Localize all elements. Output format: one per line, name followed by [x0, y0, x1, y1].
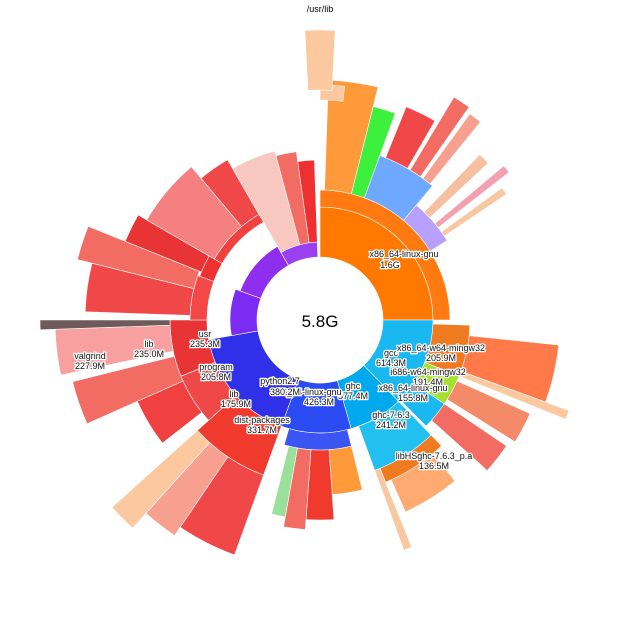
label-name-lib-outer: lib: [144, 339, 153, 349]
segment-valgrind-edge[interactable]: [39, 319, 171, 331]
label-name-program: program: [199, 362, 233, 372]
segment-ray-f[interactable]: [440, 187, 507, 237]
segment-python-outer-a[interactable]: [328, 445, 363, 495]
label-size-libhsghc: 136.5M: [419, 461, 449, 471]
center-hole: [257, 257, 383, 383]
label-name-x86-64-linux-gnu-gcc: x86_64-linux-gnu: [378, 383, 447, 393]
segment-lib-outer-ring[interactable]: [72, 355, 184, 425]
label-name-lib-inner: lib: [229, 389, 238, 399]
segment-dist-outer-c[interactable]: [111, 429, 211, 529]
label-name-x86-64-w64-mingw32: x86_64-w64-mingw32: [397, 343, 485, 353]
segment-labels: x86_64-linux-gnu 1.6G gcc 614.3M x86_64-…: [73, 248, 486, 473]
label-size-valgrind: 227.9M: [75, 361, 105, 371]
label-name-x86-64-linux-gnu: x86_64-linux-gnu: [369, 249, 438, 259]
label-name-usr: usr: [199, 329, 212, 339]
label-size-dist-packages: 331.7M: [247, 425, 277, 435]
label-size-lib-outer: 235.0M: [134, 349, 164, 359]
label-name-ghc: ghc: [346, 381, 361, 391]
segment-ray-d[interactable]: [423, 154, 489, 219]
label-size-x86-64-w64-mingw32: 205.9M: [426, 353, 456, 363]
label-size-gcc: 614.3M: [376, 358, 406, 368]
segment-ray-e[interactable]: [434, 165, 510, 229]
segment-red-ray-a[interactable]: [385, 106, 436, 169]
label-size-x86-64-linux-gnu: 1.6G: [380, 260, 400, 270]
label-name-python2-7: python2.7: [260, 376, 300, 386]
label-name-libhsghc: libHSghc-7.6.3_p.a: [396, 451, 473, 461]
current-path: /usr/lib: [307, 4, 334, 14]
segment-top-spike[interactable]: [304, 29, 336, 91]
segment-mingw-ray[interactable]: [458, 370, 570, 420]
label-size-x86-64-linux-gnu-gcc: 155.8M: [398, 393, 428, 403]
segment-i686-outer[interactable]: [446, 380, 531, 443]
label-size-x86-64-linux-gnu-python: 426.3M: [304, 397, 334, 407]
label-size-i686-w64-mingw32: 191.4M: [413, 377, 443, 387]
label-size-program: 205.8M: [201, 372, 231, 382]
label-name-i686-w64-mingw32: i686-w64-mingw32: [390, 367, 466, 377]
label-size-ghc-7-6-3: 241.2M: [376, 420, 406, 430]
label-size-ghc: 577.4M: [338, 391, 368, 401]
segment-red-ray-b[interactable]: [409, 96, 470, 178]
segment-python-outer-d[interactable]: [271, 445, 298, 518]
segment-ghc-ray[interactable]: [374, 467, 413, 551]
label-name-gcc: gcc: [384, 348, 399, 358]
label-name-ghc-7-6-3: ghc-7.6.3: [372, 410, 410, 420]
label-size-lib-inner: 175.9M: [221, 399, 251, 409]
label-name-valgrind: valgrind: [74, 351, 106, 361]
label-name-x86-64-linux-gnu-python: x86_64-linux-gnu: [272, 387, 341, 397]
segment-linux-gnu-outer[interactable]: [431, 403, 507, 471]
total-size: 5.8G: [302, 312, 339, 331]
segment-ray-c[interactable]: [422, 113, 481, 185]
segment-libhsghc[interactable]: [390, 453, 456, 513]
label-name-dist-packages: dist-packages: [234, 415, 290, 425]
label-size-usr: 235.3M: [190, 339, 220, 349]
segment-nw-e[interactable]: [297, 159, 318, 244]
label-size-python2-7: 380.2M: [270, 387, 300, 397]
sunburst-segments[interactable]: [39, 29, 570, 556]
